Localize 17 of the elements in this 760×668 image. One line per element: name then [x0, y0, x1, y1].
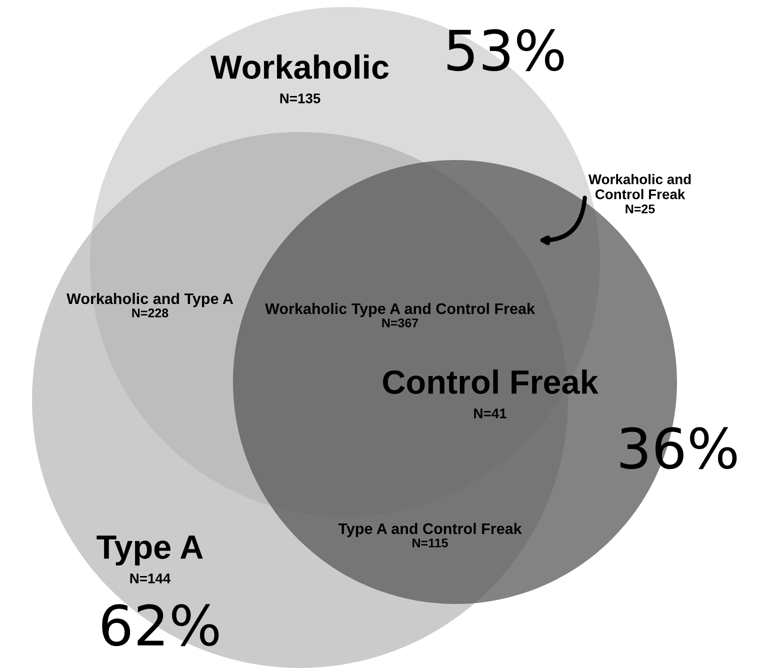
data-label: N=25 [626, 204, 655, 214]
category-label: Workaholic and Control Freak [588, 174, 691, 200]
text: 62% [102, 604, 219, 646]
data-label: N=115 [412, 538, 448, 548]
category-label: Workaholic [210, 54, 389, 79]
text: 36% [620, 427, 737, 470]
data-label: N=135 [280, 93, 320, 104]
category-label: Workaholic Type A and Control Freak [265, 302, 535, 318]
category-label: Type A [96, 536, 203, 566]
data-label: N=367 [382, 318, 418, 328]
category-label: Control Freak [383, 369, 598, 394]
data-label: N=228 [132, 308, 168, 318]
category-label: Type A and Control Freak [338, 522, 522, 538]
category-label: Workaholic and Type A [66, 292, 234, 308]
data-label: N=144 [130, 574, 171, 584]
data-label: N=41 [474, 408, 506, 418]
text: 53% [448, 29, 564, 72]
